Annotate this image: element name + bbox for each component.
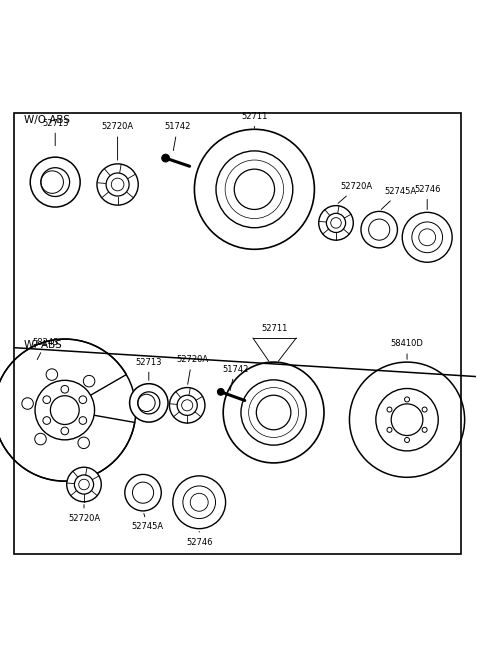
- Circle shape: [79, 417, 87, 424]
- Text: 52746: 52746: [414, 185, 441, 210]
- Circle shape: [422, 427, 427, 432]
- Circle shape: [234, 169, 275, 210]
- Circle shape: [130, 384, 168, 422]
- Circle shape: [241, 380, 306, 445]
- Text: 58410D: 58410D: [391, 340, 423, 359]
- Text: 51742: 51742: [222, 365, 248, 391]
- Text: 52713: 52713: [135, 357, 162, 380]
- Circle shape: [41, 168, 70, 196]
- Circle shape: [402, 212, 452, 262]
- Circle shape: [216, 151, 293, 228]
- Circle shape: [169, 388, 205, 423]
- Text: 52720A: 52720A: [176, 355, 208, 384]
- Text: 52720A: 52720A: [68, 505, 100, 522]
- Text: 52711: 52711: [262, 324, 288, 333]
- Circle shape: [138, 392, 160, 414]
- Circle shape: [405, 397, 409, 402]
- Circle shape: [405, 438, 409, 442]
- Circle shape: [74, 475, 94, 494]
- Circle shape: [223, 362, 324, 463]
- Text: 52745A: 52745A: [381, 187, 416, 210]
- Text: W/O ABS: W/O ABS: [24, 114, 70, 124]
- Text: 52711: 52711: [241, 112, 267, 128]
- Circle shape: [326, 214, 346, 233]
- Circle shape: [30, 157, 80, 207]
- Circle shape: [61, 386, 69, 393]
- Text: 52720A: 52720A: [338, 183, 373, 203]
- Circle shape: [361, 212, 397, 248]
- Circle shape: [43, 396, 50, 403]
- Circle shape: [349, 362, 465, 477]
- Text: W/ ABS: W/ ABS: [24, 340, 62, 350]
- Circle shape: [387, 427, 392, 432]
- Circle shape: [35, 380, 95, 440]
- Circle shape: [43, 417, 50, 424]
- Circle shape: [422, 407, 427, 412]
- Circle shape: [162, 154, 169, 162]
- Circle shape: [97, 164, 138, 205]
- Circle shape: [387, 407, 392, 412]
- Circle shape: [50, 396, 79, 424]
- Circle shape: [319, 206, 353, 240]
- Circle shape: [217, 388, 224, 396]
- Circle shape: [22, 397, 33, 409]
- Circle shape: [125, 474, 161, 511]
- Text: 52745A: 52745A: [132, 514, 164, 532]
- Circle shape: [177, 396, 197, 415]
- Circle shape: [78, 437, 89, 449]
- Circle shape: [84, 375, 95, 387]
- Circle shape: [391, 404, 423, 436]
- Circle shape: [67, 467, 101, 502]
- Circle shape: [194, 129, 314, 249]
- Circle shape: [46, 369, 58, 380]
- Text: 52713: 52713: [42, 118, 69, 146]
- Text: 51742: 51742: [165, 122, 191, 150]
- Text: 52746: 52746: [186, 532, 213, 547]
- Text: 58243: 58243: [32, 338, 59, 359]
- Wedge shape: [0, 339, 135, 481]
- Circle shape: [376, 388, 438, 451]
- Circle shape: [79, 396, 87, 403]
- Circle shape: [173, 476, 226, 529]
- Circle shape: [256, 396, 291, 430]
- Circle shape: [61, 427, 69, 435]
- Text: 52720A: 52720A: [102, 122, 133, 160]
- Circle shape: [106, 173, 129, 196]
- Circle shape: [35, 434, 46, 445]
